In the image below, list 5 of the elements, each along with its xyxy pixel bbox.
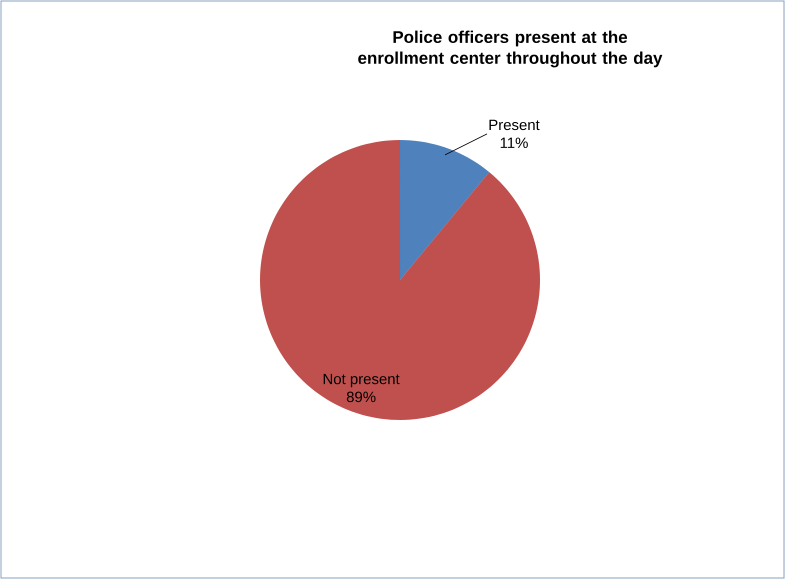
- slice-label: Not present: [324, 374, 400, 388]
- chart-title: Police officers present at the enrollment center throughout the day: [358, 30, 662, 68]
- data-label: 11%: [500, 138, 528, 148]
- data-label: 89%: [346, 392, 376, 402]
- slice-label: Present: [489, 120, 540, 130]
